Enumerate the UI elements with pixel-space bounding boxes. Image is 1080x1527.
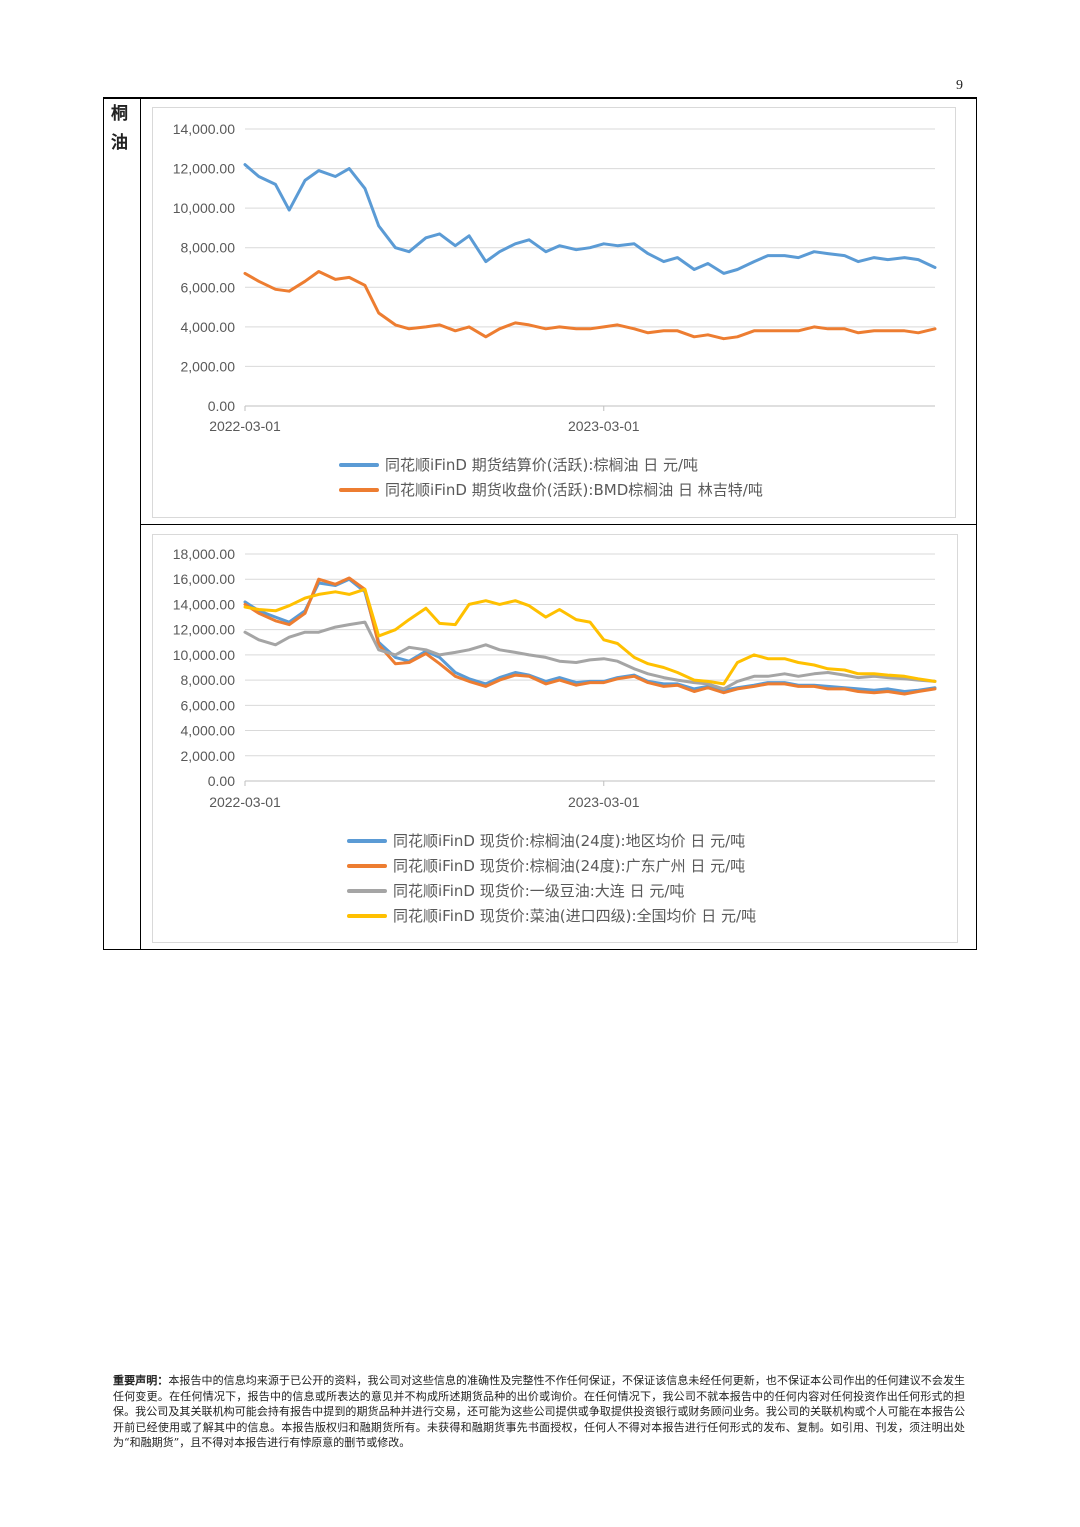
y-tick-label: 2,000.00	[181, 748, 236, 764]
y-tick-label: 4,000.00	[181, 319, 236, 335]
row-divider	[140, 524, 976, 525]
y-tick-label: 0.00	[208, 773, 235, 789]
y-tick-label: 8,000.00	[181, 240, 236, 256]
legend-label: 同花顺iFinD 现货价:一级豆油:大连 日 元/吨	[393, 882, 684, 900]
y-tick-label: 6,000.00	[181, 279, 236, 295]
x-tick-label: 2023-03-01	[568, 418, 640, 434]
y-tick-label: 10,000.00	[173, 200, 235, 216]
y-tick-label: 8,000.00	[181, 672, 236, 688]
series-line	[243, 163, 937, 275]
legend-label: 同花顺iFinD 现货价:菜油(进口四级):全国均价 日 元/吨	[393, 907, 756, 925]
legend-label: 同花顺iFinD 期货结算价(活跃):棕榈油 日 元/吨	[385, 456, 698, 474]
page-number: 9	[956, 78, 963, 93]
x-tick-label: 2022-03-01	[209, 418, 281, 434]
y-tick-label: 16,000.00	[173, 571, 235, 587]
disclaimer-heading: 重要声明：	[113, 1374, 169, 1387]
y-tick-label: 0.00	[208, 398, 235, 414]
palm-oil-futures-chart-svg: 14,000.00 12,000.00 10,000.00 8,000.00 6,000…	[173, 121, 937, 499]
y-tick-label: 4,000.00	[181, 723, 236, 739]
section-column	[103, 99, 141, 950]
disclaimer-text: 本报告中的信息均来源于已公开的资料，我公司对这些信息的准确性及完整性不作任何保证…	[113, 1374, 966, 1450]
table-frame	[103, 99, 977, 950]
palm-oil-futures-chart: 14,000.00 12,000.00 10,000.00 8,000.00 6,000…	[152, 107, 956, 518]
x-tick-label: 2023-03-01	[568, 794, 640, 810]
legend-label: 同花顺iFinD 期货收盘价(活跃):BMD棕榈油 日 林吉特/吨	[385, 481, 763, 499]
section-label: 桐油	[111, 104, 128, 153]
x-tick-label: 2022-03-01	[209, 794, 281, 810]
series-line	[243, 270, 937, 341]
spot-price-chart: 18,000.00 16,000.00 14,000.00 12,000.00 10,0…	[152, 534, 958, 943]
spot-price-chart-svg: 18,000.00 16,000.00 14,000.00 12,000.00 10,0…	[173, 546, 937, 925]
series-line	[243, 587, 937, 686]
y-tick-label: 12,000.00	[173, 161, 235, 177]
series-line	[243, 577, 937, 693]
legend-label: 同花顺iFinD 现货价:棕榈油(24度):地区均价 日 元/吨	[393, 832, 745, 850]
disclaimer: 重要声明：本报告中的信息均来源于已公开的资料，我公司对这些信息的准确性及完整性不…	[113, 1373, 965, 1451]
y-tick-label: 6,000.00	[181, 697, 236, 713]
y-tick-label: 2,000.00	[181, 358, 236, 374]
y-tick-label: 12,000.00	[173, 622, 235, 638]
header-rule	[103, 97, 977, 99]
y-tick-label: 14,000.00	[173, 121, 235, 137]
y-tick-label: 14,000.00	[173, 596, 235, 612]
series-line	[243, 620, 937, 691]
y-tick-label: 18,000.00	[173, 546, 235, 562]
legend-label: 同花顺iFinD 现货价:棕榈油(24度):广东广州 日 元/吨	[393, 857, 745, 875]
series-line	[243, 576, 937, 696]
y-tick-label: 10,000.00	[173, 647, 235, 663]
